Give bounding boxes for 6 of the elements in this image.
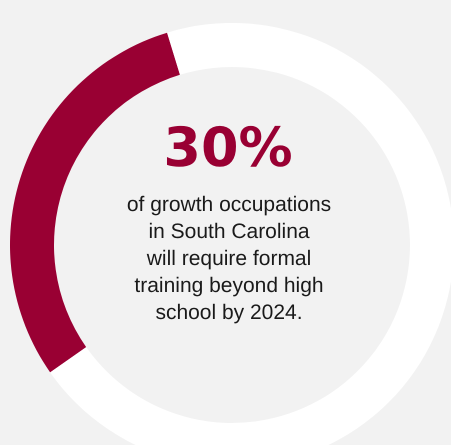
text: 30% [163, 116, 293, 179]
text: will require formal [146, 247, 312, 270]
text: school by 2024. [155, 301, 303, 324]
text: in South Carolina [148, 220, 310, 243]
text: of growth occupations [126, 193, 332, 216]
text: training beyond high [134, 274, 324, 297]
